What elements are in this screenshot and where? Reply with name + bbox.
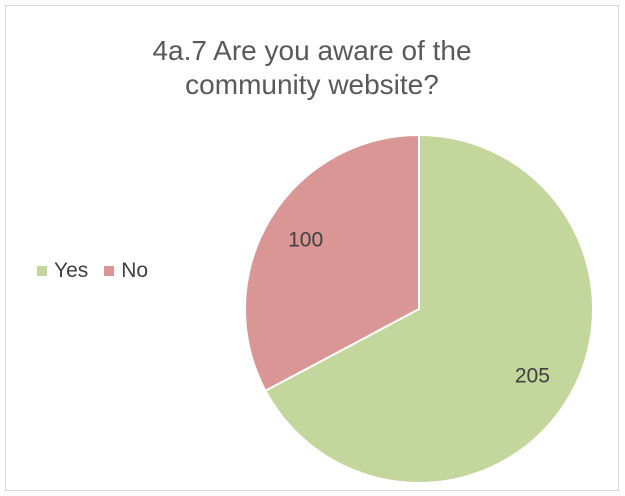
legend-label-no: No: [121, 259, 149, 282]
pie-slice-yes: [264, 133, 594, 484]
legend-swatch-yes: [37, 266, 47, 276]
chart-title-line-1: 4a.7 Are you aware of the: [152, 35, 472, 66]
chart-legend: Yes No: [37, 259, 164, 283]
data-label-yes: 205: [515, 365, 550, 388]
pie-slice-no: [244, 133, 420, 393]
data-label-no: 100: [288, 228, 323, 251]
chart-frame: 4a.7 Are you aware of the community webs…: [5, 5, 619, 491]
legend-item-yes: Yes: [37, 259, 88, 283]
chart-title-line-2: community website?: [185, 69, 439, 100]
chart-title: 4a.7 Are you aware of the community webs…: [6, 34, 618, 102]
pie-chart: 205 100: [244, 133, 594, 484]
legend-item-no: No: [104, 259, 148, 283]
legend-label-yes: Yes: [54, 259, 89, 282]
legend-swatch-no: [104, 266, 115, 276]
